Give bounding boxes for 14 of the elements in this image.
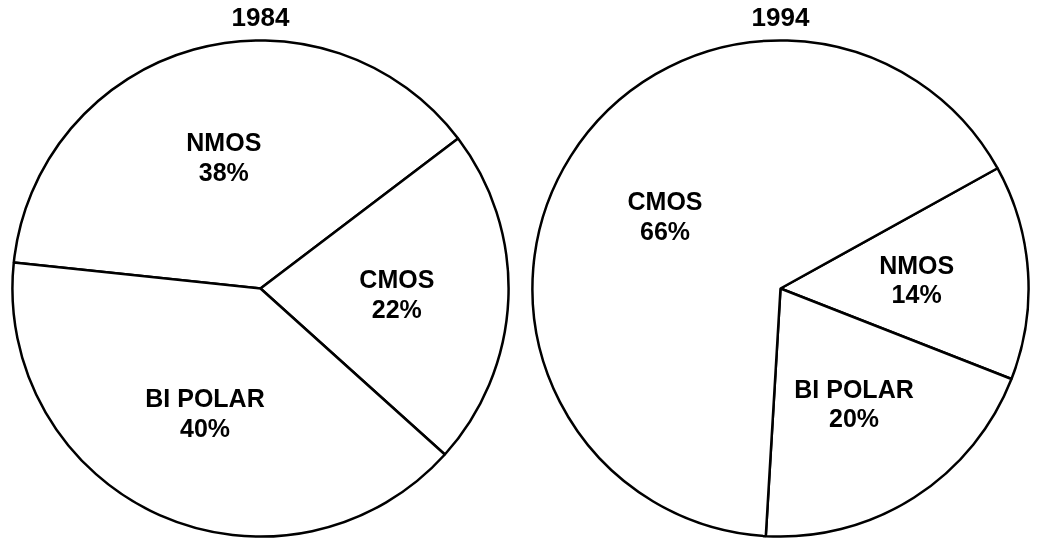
data-label: 38% [198, 157, 249, 186]
data-label: 40% [179, 414, 231, 443]
slice-label: BI POLAR [145, 384, 265, 413]
data-label: 22% [371, 295, 422, 324]
data-label: 20% [828, 404, 880, 433]
slice-label: CMOS [627, 186, 703, 215]
slice-label: NMOS [879, 250, 955, 279]
slice-label: CMOS [359, 265, 435, 294]
data-label: 66% [640, 216, 691, 245]
slice-label: BI POLAR [794, 374, 914, 403]
chart-title: 1994 [751, 1, 810, 32]
slice-label: NMOS [186, 128, 262, 157]
chart-title: 1984 [231, 1, 290, 32]
data-label: 14% [891, 280, 942, 309]
